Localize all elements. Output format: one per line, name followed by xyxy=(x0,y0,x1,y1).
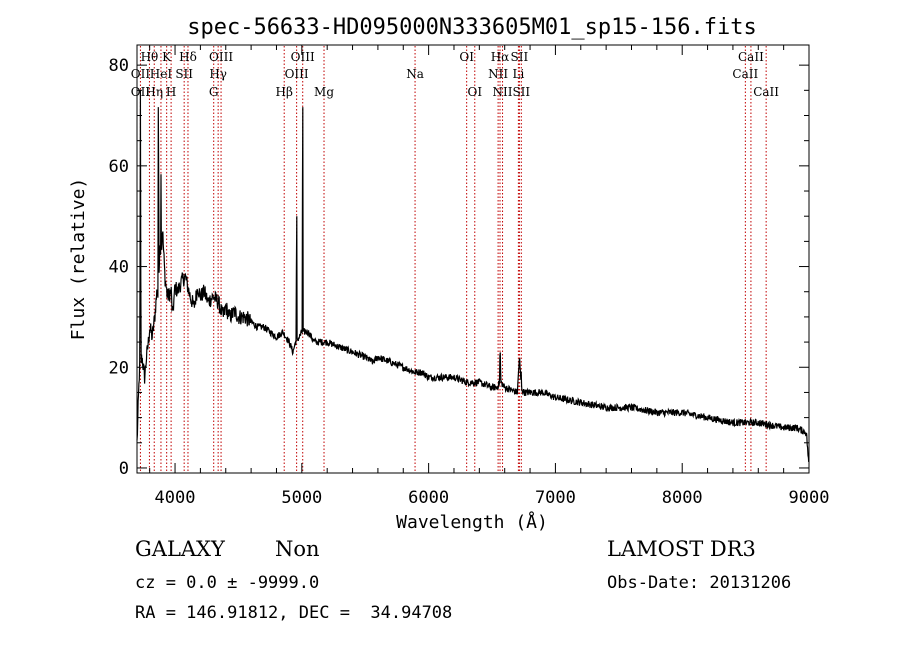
plot-frame xyxy=(136,44,810,474)
y-tick-label: 80 xyxy=(109,56,129,76)
x-tick-label: 5000 xyxy=(281,488,322,508)
line-label: NII xyxy=(488,67,508,81)
line-label: OIII xyxy=(291,50,315,64)
line-label: G xyxy=(209,85,219,99)
line-label: Hα xyxy=(491,50,510,64)
x-tick-label: 6000 xyxy=(408,488,449,508)
y-tick-label: 20 xyxy=(109,358,129,378)
line-label: Li xyxy=(512,67,524,81)
redshift-cz: cz = 0.0 ± -9999.0 xyxy=(135,573,320,593)
y-tick-label: 0 xyxy=(119,459,129,479)
line-label: OIII xyxy=(285,67,309,81)
line-label: Hη xyxy=(145,85,163,99)
x-axis-ticks: 4000 5000 6000 7000 8000 9000 xyxy=(149,45,830,508)
line-label: Mg xyxy=(314,85,334,99)
survey-name: LAMOST DR3 xyxy=(607,537,756,561)
line-label: OIII xyxy=(209,50,233,64)
y-axis-ticks: 0 20 40 60 80 xyxy=(109,56,809,479)
object-class: GALAXY xyxy=(135,537,225,561)
y-axis-label: Flux (relative) xyxy=(68,178,89,341)
reference-lines xyxy=(139,46,767,473)
y-tick-label: 60 xyxy=(109,157,129,177)
line-label: SII xyxy=(512,85,530,99)
line-label: K xyxy=(162,50,172,64)
line-label: CaII xyxy=(753,85,779,99)
x-tick-label: 4000 xyxy=(155,488,196,508)
x-axis-label: Wavelength (Å) xyxy=(396,511,548,533)
line-label: Hγ xyxy=(209,67,227,81)
line-label: CaII xyxy=(738,50,764,64)
line-label: SII xyxy=(175,67,193,81)
line-label: SII xyxy=(511,50,529,64)
x-tick-label: 8000 xyxy=(662,488,703,508)
line-label: CaII xyxy=(732,67,758,81)
coordinates: RA = 146.91812, DEC = 34.94708 xyxy=(135,603,453,623)
line-label: Na xyxy=(406,67,424,81)
line-label: Hθ xyxy=(141,50,159,64)
x-tick-label: 9000 xyxy=(789,488,830,508)
line-label: H xyxy=(166,85,176,99)
line-label: Hβ xyxy=(276,85,293,99)
chart-title: spec-56633-HD095000N333605M01_sp15-156.f… xyxy=(187,15,757,40)
line-label: NII xyxy=(493,85,513,99)
line-label: OI xyxy=(467,85,482,99)
line-label: Hδ xyxy=(179,50,197,64)
line-label: OI xyxy=(459,50,474,64)
line-label: HeI xyxy=(150,67,173,81)
x-tick-label: 7000 xyxy=(535,488,576,508)
obs-date: Obs-Date: 20131206 xyxy=(607,573,792,593)
object-subclass: Non xyxy=(275,537,320,561)
line-label: OII xyxy=(131,67,151,81)
y-tick-label: 40 xyxy=(109,258,129,278)
spectrum-line xyxy=(136,90,810,463)
